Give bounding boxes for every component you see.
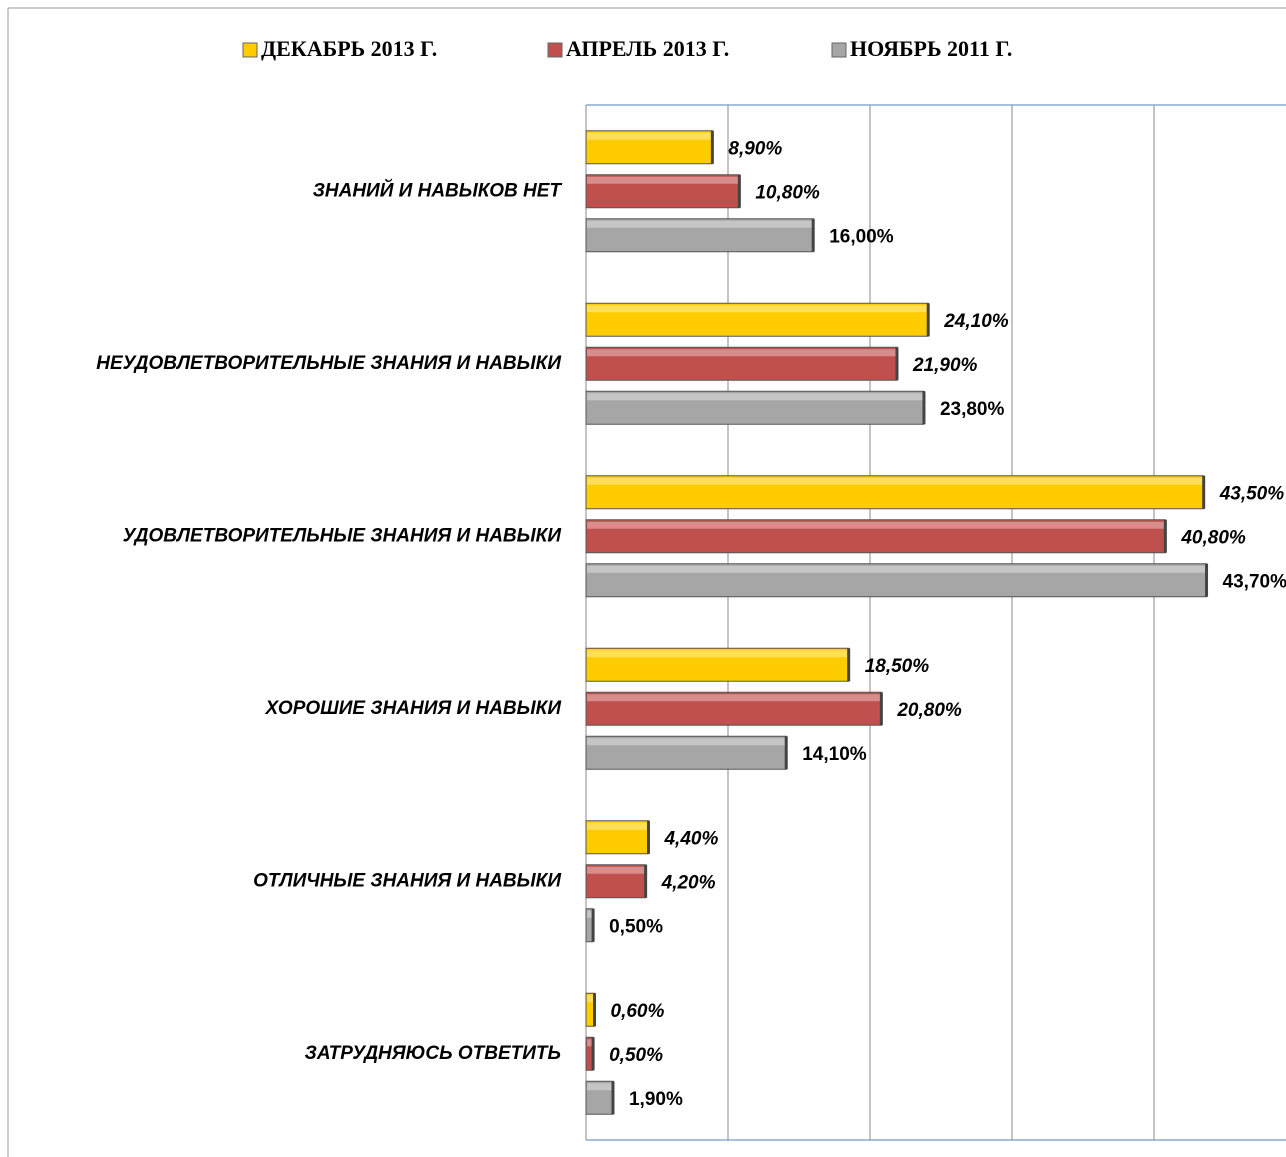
legend-swatch [547, 42, 563, 58]
bar [585, 864, 647, 899]
value-label: 23,80% [940, 399, 1005, 420]
value-label: 18,50% [865, 656, 930, 677]
bar-highlight [587, 176, 739, 184]
value-label: 4,40% [663, 828, 718, 849]
legend-swatch [242, 42, 258, 58]
bar [585, 691, 882, 726]
bar-highlight [587, 650, 848, 658]
bar-highlight [587, 521, 1165, 529]
bar [585, 820, 649, 855]
value-label: 20,80% [896, 700, 962, 721]
category-label: УДОВЛЕТВОРИТЕЛЬНЫЕ ЗНАНИЯ И НАВЫКИ [123, 525, 562, 546]
bar [585, 735, 787, 770]
bar-highlight [587, 1039, 593, 1047]
bar [585, 647, 850, 682]
bar [585, 302, 929, 337]
value-label: 43,50% [1219, 483, 1285, 504]
value-label: 43,70% [1223, 571, 1286, 592]
bar-highlight [587, 822, 648, 830]
bar-highlight [587, 910, 593, 918]
category-label: ОТЛИЧНЫЕ ЗНАНИЯ И НАВЫКИ [253, 870, 561, 891]
value-label: 0,50% [609, 1045, 663, 1066]
legend-label: НОЯБРЬ 2011 Г. [850, 36, 1012, 61]
legend-label: ДЕКАБРЬ 2013 Г. [261, 36, 437, 61]
value-label: 24,10% [943, 311, 1009, 332]
value-label: 0,60% [611, 1001, 665, 1022]
bar-highlight [587, 694, 881, 702]
bar [585, 475, 1205, 510]
value-label: 0,50% [609, 916, 663, 937]
bar-highlight [587, 866, 645, 874]
category-label: НЕУДОВЛЕТВОРИТЕЛЬНЫЕ ЗНАНИЯ И НАВЫКИ [96, 353, 561, 374]
bar [585, 174, 740, 209]
value-label: 4,20% [661, 872, 716, 893]
bar-highlight [587, 995, 594, 1003]
category-label: ЗАТРУДНЯЮСЬ ОТВЕТИТЬ [305, 1043, 561, 1064]
bar-highlight [587, 393, 923, 401]
category-label: ЗНАНИЙ И НАВЫКОВ НЕТ [313, 179, 563, 201]
value-label: 14,10% [802, 744, 867, 765]
value-label: 1,90% [629, 1089, 683, 1110]
bar [585, 390, 925, 425]
bar-highlight [587, 349, 896, 357]
legend-swatch [831, 42, 847, 58]
bar-highlight [587, 477, 1203, 485]
bar-highlight [587, 305, 928, 313]
bar-highlight [587, 220, 813, 228]
value-label: 40,80% [1180, 527, 1246, 548]
value-label: 10,80% [755, 182, 820, 203]
bar-highlight [587, 738, 786, 746]
bar [585, 519, 1166, 554]
legend-label: АПРЕЛЬ 2013 Г. [566, 36, 729, 61]
bar-highlight [587, 565, 1206, 573]
bar [585, 218, 814, 253]
category-label: ХОРОШИЕ ЗНАНИЯ И НАВЫКИ [265, 698, 562, 719]
value-label: 21,90% [912, 355, 978, 376]
value-label: 16,00% [829, 226, 894, 247]
value-label: 8,90% [728, 138, 782, 159]
bar-highlight [587, 132, 712, 140]
bar-highlight [587, 1083, 612, 1091]
